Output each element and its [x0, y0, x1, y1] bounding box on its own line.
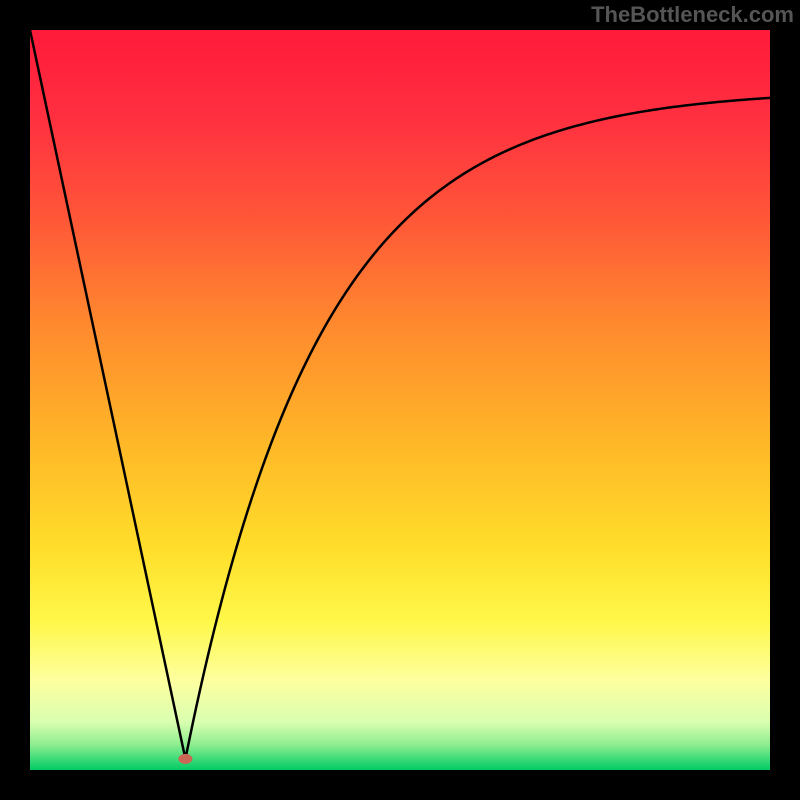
plot-background [30, 30, 770, 770]
bottleneck-chart [0, 0, 800, 800]
minimum-marker [178, 754, 192, 764]
watermark-text: TheBottleneck.com [591, 2, 794, 28]
chart-container: TheBottleneck.com [0, 0, 800, 800]
